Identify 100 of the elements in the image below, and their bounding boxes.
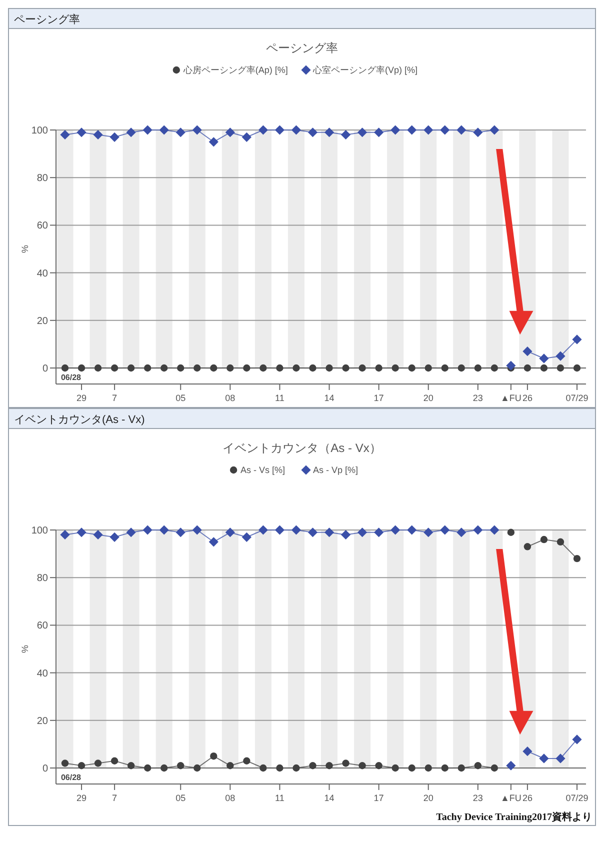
point — [210, 752, 218, 760]
point — [357, 528, 368, 538]
point — [490, 125, 500, 135]
point — [159, 525, 169, 535]
point — [159, 125, 169, 135]
legend-label: 心室ペーシング率(Vp) [%] — [312, 65, 418, 75]
point — [507, 528, 515, 536]
point — [441, 764, 448, 772]
point — [490, 364, 498, 372]
x-tick-label: 17 — [374, 793, 384, 803]
point — [326, 762, 333, 770]
y-tick-label: 80 — [36, 573, 48, 584]
x-tick-label: 26 — [522, 793, 532, 803]
x-tick-label: 05 — [176, 393, 186, 403]
point — [506, 760, 516, 770]
x-tick-label: 06/28 — [60, 773, 82, 782]
point — [440, 125, 450, 135]
y-axis-title: % — [20, 244, 30, 254]
y-tick-label: 100 — [31, 126, 48, 136]
point — [342, 364, 350, 372]
x-tick-label: 07/29 — [566, 793, 588, 803]
y-tick-label: 100 — [31, 526, 48, 536]
point — [292, 764, 300, 772]
point — [424, 764, 432, 772]
x-tick-label: 11 — [275, 393, 284, 403]
x-tick-label: 23 — [472, 393, 483, 403]
point — [458, 364, 465, 372]
point — [458, 764, 465, 772]
point — [258, 525, 268, 535]
point — [126, 528, 136, 538]
point — [110, 757, 118, 764]
point — [177, 762, 184, 770]
point — [474, 364, 482, 372]
point — [61, 364, 69, 372]
point — [375, 762, 382, 770]
x-tick-label: 29 — [76, 393, 87, 403]
point — [194, 764, 201, 772]
y-tick-label: 60 — [36, 220, 48, 232]
x-tick-label: 08 — [225, 393, 236, 403]
point — [60, 530, 70, 540]
x-tick-label: ▲FU — [500, 393, 522, 403]
point — [144, 364, 152, 372]
point — [556, 364, 564, 372]
point — [326, 364, 333, 372]
point — [110, 532, 120, 542]
point — [456, 125, 466, 135]
point — [78, 364, 86, 372]
point — [572, 734, 582, 744]
point — [93, 530, 103, 540]
point — [407, 125, 417, 135]
point — [208, 537, 218, 547]
point — [127, 364, 135, 372]
point — [441, 364, 448, 372]
point — [192, 125, 202, 135]
point — [524, 364, 532, 372]
point — [408, 364, 416, 372]
y-tick-label: 0 — [42, 364, 48, 374]
point — [522, 346, 532, 356]
point — [506, 360, 516, 370]
point — [276, 764, 284, 772]
y-tick-label: 20 — [36, 716, 48, 727]
point — [292, 364, 300, 372]
point — [291, 125, 302, 135]
point — [572, 334, 582, 344]
point — [539, 754, 549, 764]
point — [556, 538, 564, 546]
point — [60, 130, 70, 140]
point — [573, 554, 581, 562]
point — [473, 128, 483, 138]
x-tick-label: 17 — [374, 393, 384, 403]
y-axis-title: % — [20, 644, 30, 654]
x-tick-label: 06/28 — [60, 373, 82, 382]
point — [407, 525, 417, 535]
point — [490, 764, 498, 772]
point — [160, 764, 168, 772]
chart-title: イベントカウンタ（As - Vx） — [222, 441, 382, 455]
point — [424, 125, 434, 135]
point — [309, 364, 316, 372]
point — [358, 762, 366, 770]
point — [408, 764, 416, 772]
point — [242, 132, 252, 142]
point — [340, 530, 351, 540]
point — [540, 536, 548, 544]
point — [210, 364, 218, 372]
y-tick-label: 60 — [36, 620, 48, 632]
point — [309, 762, 316, 770]
legend-label: As - Vp [%] — [313, 465, 358, 475]
point — [243, 757, 250, 764]
point — [424, 528, 434, 538]
point — [177, 364, 184, 372]
point — [274, 525, 285, 535]
point — [456, 528, 466, 538]
chart-subtitle: イベントカウンタ(As - Vx) — [14, 414, 145, 426]
point — [440, 525, 450, 535]
x-tick-label: 07/29 — [566, 393, 588, 403]
point — [490, 525, 500, 535]
chart-subtitle: ペーシング率 — [14, 13, 80, 26]
point — [260, 364, 267, 372]
x-tick-label: 20 — [423, 793, 434, 803]
point — [110, 364, 118, 372]
